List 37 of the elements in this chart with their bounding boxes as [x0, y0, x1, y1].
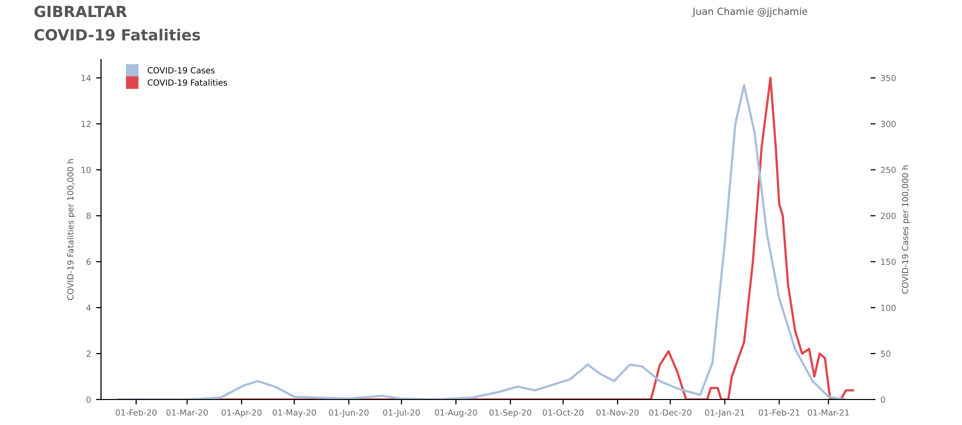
y2-tick-label: 200 [880, 212, 896, 219]
chart-subtitle: COVID-19 Fatalities [34, 28, 200, 41]
y-tick-label: 10 [82, 166, 91, 174]
chart-title: GIBRALTAR [34, 6, 127, 18]
y2-axis-title: COVID-19 Cases per 100,000 h [902, 166, 910, 294]
y2-tick-label: 250 [880, 166, 896, 174]
x-tick-label: 01-Jun-20 [328, 409, 369, 418]
legend-label: COVID-19 Fatalities [148, 79, 228, 86]
y-tick-label: 6 [86, 258, 91, 265]
x-tick-label: 01-Nov-20 [596, 409, 639, 416]
x-tick-label: 01-Sep-20 [489, 409, 532, 418]
x-tick-label: 01-Mar-21 [808, 409, 849, 416]
y2-tick-label: 150 [881, 258, 896, 265]
x-tick-label: 01-Jul-20 [383, 409, 420, 418]
x-tick-label: 01-Oct-20 [542, 409, 584, 416]
y-tick-label: 14 [82, 74, 91, 82]
y-tick-label: 4 [86, 304, 91, 311]
x-tick-label: 01-Jan-21 [705, 409, 744, 418]
y2-tick-label: 0 [880, 396, 886, 403]
y2-tick-label: 100 [881, 304, 896, 311]
y-tick-label: 12 [82, 120, 90, 127]
y-tick-label: 8 [86, 212, 91, 219]
legend-label: COVID-19 Cases [148, 67, 215, 74]
x-tick-label: 01-Dec-20 [649, 409, 692, 416]
x-tick-label: 01-May-20 [272, 409, 316, 418]
y2-tick-label: 350 [880, 74, 896, 82]
text: Juan Chamie @jjchamie [692, 7, 808, 17]
x-tick-label: 01-Apr-20 [222, 409, 262, 418]
x-tick-label: 01-Feb-21 [758, 409, 800, 416]
y-axis-title: COVID-19 Fatalities per 100,000 h [67, 159, 76, 300]
y2-tick-label: 50 [880, 350, 890, 357]
y-tick-label: 2 [86, 350, 90, 357]
y2-tick-label: 300 [880, 120, 896, 128]
x-tick-label: 01-Feb-20 [116, 409, 157, 416]
y-tick-label: 0 [86, 396, 91, 403]
x-tick-label: 01-Mar-20 [166, 409, 208, 416]
x-tick-label: 01-Aug-20 [434, 409, 478, 418]
